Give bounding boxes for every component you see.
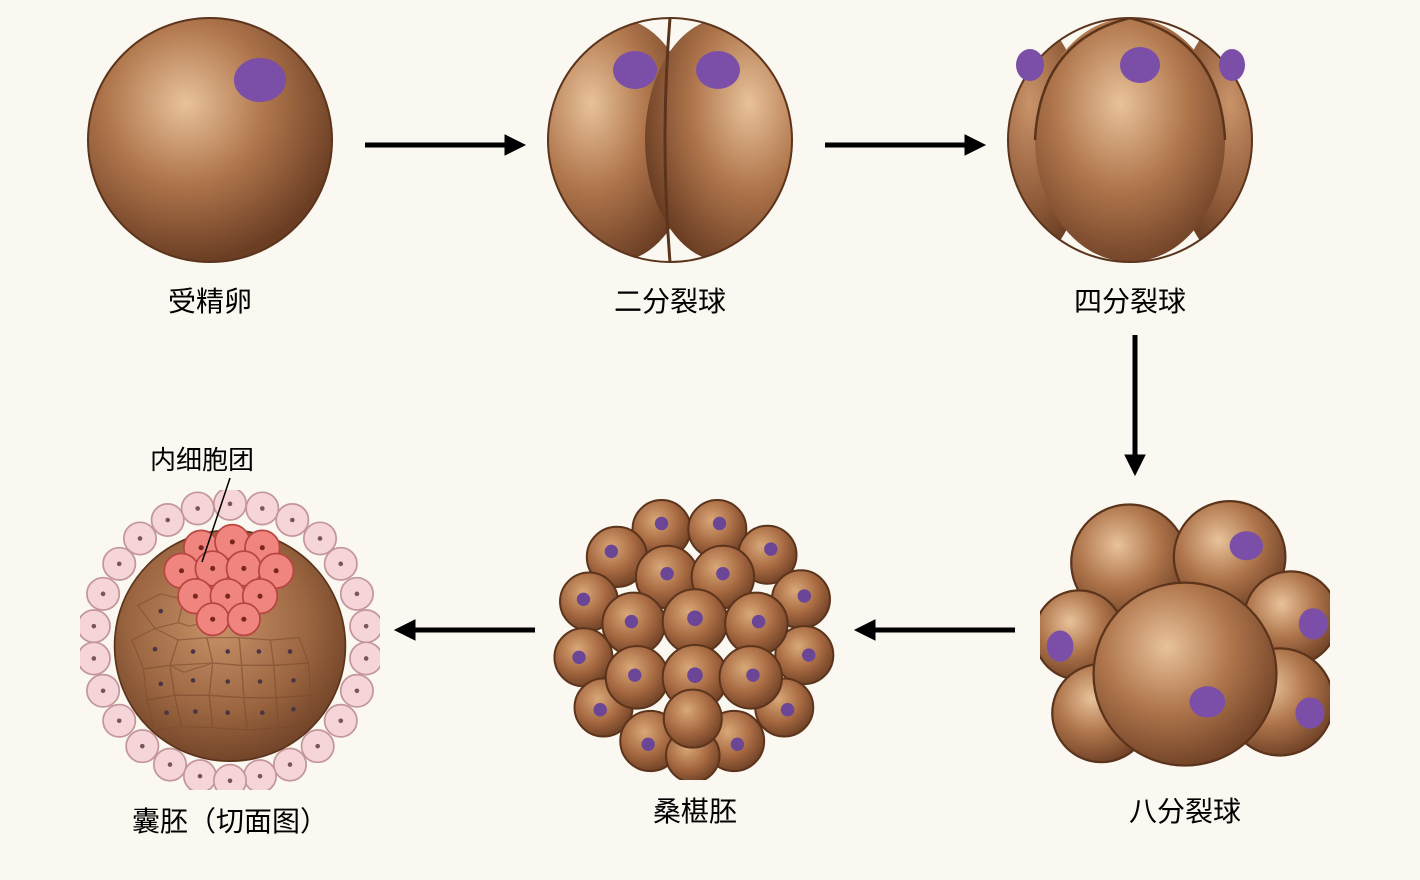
morula-label: 桑椹胚 [653, 790, 737, 830]
four-cell [1000, 10, 1260, 270]
stage-zygote: 受精卵 [80, 10, 340, 320]
blastocyst-cell [80, 490, 380, 790]
four-cell-label: 四分裂球 [1074, 280, 1186, 320]
blastocyst-label: 囊胚（切面图） [132, 800, 328, 840]
stage-morula: 桑椹胚 [550, 490, 840, 830]
zygote-label: 受精卵 [168, 280, 252, 320]
zygote-cell [80, 10, 340, 270]
arrow-5 [390, 615, 540, 645]
eight-cell-label: 八分裂球 [1129, 790, 1241, 830]
stage-eight-cell: 八分裂球 [1040, 490, 1330, 830]
two-cell-label: 二分裂球 [614, 280, 726, 320]
stage-blastocyst: 囊胚（切面图） [80, 490, 380, 840]
arrow-3 [1120, 330, 1150, 480]
inner-cell-mass-label: 内细胞团 [150, 440, 254, 477]
stage-four-cell: 四分裂球 [1000, 10, 1260, 320]
two-cell [540, 10, 800, 270]
morula-cell [550, 490, 840, 780]
arrow-1 [360, 130, 530, 160]
arrow-4 [850, 615, 1020, 645]
stage-two-cell: 二分裂球 [540, 10, 800, 320]
eight-cell [1040, 490, 1330, 780]
arrow-2 [820, 130, 990, 160]
